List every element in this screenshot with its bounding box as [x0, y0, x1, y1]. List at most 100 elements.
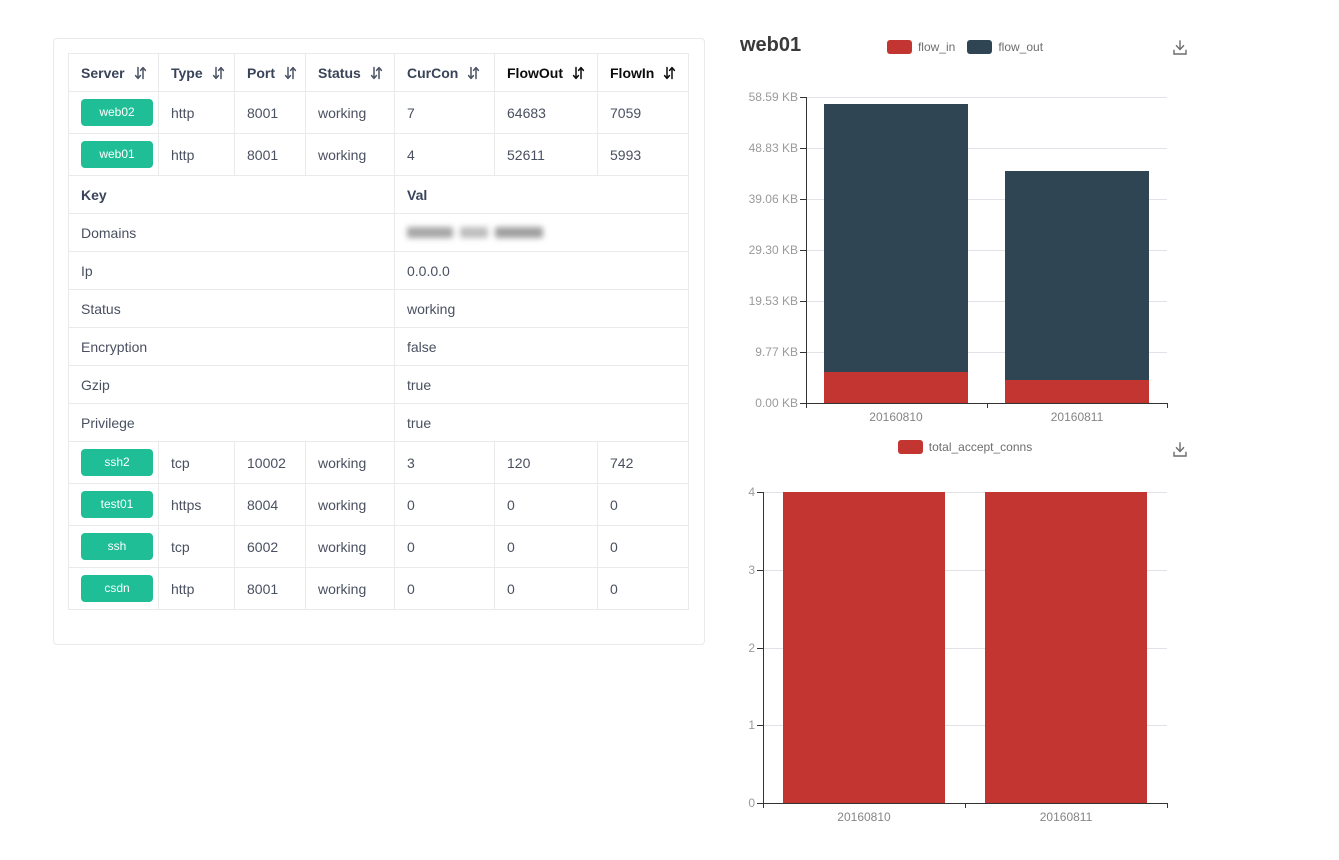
- cell-flowin: 742: [597, 441, 689, 484]
- download-icon: [1173, 442, 1187, 457]
- chart-legend: total_accept_conns: [720, 440, 1210, 454]
- server-badge[interactable]: csdn: [81, 575, 153, 602]
- cell-flowin: 0: [597, 483, 689, 526]
- y-axis-label: 4: [748, 485, 755, 499]
- bar-flow_out-20160810[interactable]: [824, 104, 968, 372]
- cell-flowout: 0: [494, 483, 598, 526]
- kv-row-status: Status working: [68, 289, 689, 328]
- y-axis-tick: [800, 352, 806, 353]
- server-detail-card: Server Type Port Status CurCon FlowOut F…: [53, 38, 705, 645]
- y-axis-label: 1: [748, 718, 755, 732]
- cell-status: working: [305, 567, 395, 610]
- cell-status: working: [305, 91, 395, 134]
- column-header-status[interactable]: Status: [305, 53, 395, 92]
- kv-val: working: [394, 289, 689, 328]
- y-axis-tick: [800, 97, 806, 98]
- cell-type: https: [158, 483, 235, 526]
- cell-curcon: 7: [394, 91, 495, 134]
- legend-label: total_accept_conns: [928, 440, 1033, 454]
- server-badge[interactable]: test01: [81, 491, 153, 518]
- column-header-curcon[interactable]: CurCon: [394, 53, 495, 92]
- domains-value-blurred: [407, 226, 543, 238]
- server-table: Server Type Port Status CurCon FlowOut F…: [68, 53, 689, 610]
- bar-flow_out-20160811[interactable]: [1005, 171, 1149, 380]
- cell-curcon: 4: [394, 133, 495, 176]
- x-axis-label: 20160810: [869, 410, 923, 424]
- y-axis-label: 48.83 KB: [748, 141, 798, 155]
- cell-type: http: [158, 91, 235, 134]
- x-axis-label: 20160810: [837, 810, 891, 824]
- cell-curcon: 0: [394, 483, 495, 526]
- y-axis-label: 29.30 KB: [748, 243, 798, 257]
- kv-header-key: Key: [68, 175, 395, 214]
- y-axis-label: 19.53 KB: [748, 294, 798, 308]
- column-header-type[interactable]: Type: [158, 53, 235, 92]
- y-axis-tick: [757, 725, 763, 726]
- kv-key: Status: [68, 289, 395, 328]
- cell-port: 8001: [234, 91, 306, 134]
- kv-val: 0.0.0.0: [394, 251, 689, 290]
- kv-header-val: Val: [394, 175, 689, 214]
- legend-item-flow-out[interactable]: flow_out: [967, 40, 1043, 54]
- kv-key: Privilege: [68, 403, 395, 442]
- sort-icon[interactable]: [134, 66, 147, 80]
- cell-flowout: 52611: [494, 133, 598, 176]
- cell-flowin: 7059: [597, 91, 689, 134]
- cell-status: working: [305, 441, 395, 484]
- sort-icon[interactable]: [467, 66, 480, 80]
- bar-flow_in-20160811[interactable]: [1005, 380, 1149, 403]
- y-axis-label: 2: [748, 641, 755, 655]
- flow-chart-plot: 58.59 KB 48.83 KB 39.06 KB 29.30 KB 19.53 KB…: [749, 90, 1168, 424]
- x-axis-tick: [1167, 803, 1168, 808]
- kv-row-domains: Domains: [68, 213, 689, 252]
- kv-row-privilege: Privilege true: [68, 403, 689, 442]
- column-header-server[interactable]: Server: [68, 53, 159, 92]
- kv-key: Ip: [68, 251, 395, 290]
- table-row-web02: web02 http 8001 working 7 64683 7059: [68, 91, 689, 134]
- y-axis-tick: [757, 492, 763, 493]
- server-badge[interactable]: web02: [81, 99, 153, 126]
- save-as-image-button[interactable]: [1170, 38, 1190, 63]
- cell-status: working: [305, 483, 395, 526]
- cell-port: 8001: [234, 567, 306, 610]
- server-badge[interactable]: ssh2: [81, 449, 153, 476]
- cell-port: 8004: [234, 483, 306, 526]
- cell-status: working: [305, 525, 395, 568]
- bar-total_accept_conns-20160810[interactable]: [783, 492, 945, 803]
- column-header-port[interactable]: Port: [234, 53, 306, 92]
- y-axis-label: 39.06 KB: [748, 192, 798, 206]
- table-row-ssh2: ssh2 tcp 10002 working 3 120 742: [68, 441, 689, 484]
- sort-icon[interactable]: [284, 66, 297, 80]
- bar-total_accept_conns-20160811[interactable]: [985, 492, 1147, 803]
- legend-item-flow-in[interactable]: flow_in: [886, 40, 955, 54]
- table-row-ssh: ssh tcp 6002 working 0 0 0: [68, 525, 689, 568]
- server-badge[interactable]: ssh: [81, 533, 153, 560]
- sort-icon[interactable]: [663, 66, 676, 80]
- column-label: FlowOut: [507, 64, 563, 81]
- table-row-csdn: csdn http 8001 working 0 0 0: [68, 567, 689, 610]
- y-gridline: [806, 301, 1167, 302]
- column-label: Status: [318, 64, 361, 81]
- sort-icon[interactable]: [572, 66, 585, 80]
- bar-flow_in-20160810[interactable]: [824, 372, 968, 403]
- table-row-test01: test01 https 8004 working 0 0 0: [68, 483, 689, 526]
- column-header-flowout[interactable]: FlowOut: [494, 53, 598, 92]
- sort-icon[interactable]: [370, 66, 383, 80]
- x-axis-tick: [987, 403, 988, 408]
- sort-icon[interactable]: [212, 66, 225, 80]
- column-label: FlowIn: [610, 64, 655, 81]
- legend-item-total-accept-conns[interactable]: total_accept_conns: [897, 440, 1033, 454]
- kv-row-encryption: Encryption false: [68, 327, 689, 366]
- y-axis-label: 3: [748, 563, 755, 577]
- x-axis-tick: [806, 403, 807, 408]
- server-badge[interactable]: web01: [81, 141, 153, 168]
- y-axis-line: [806, 97, 807, 403]
- flow-chart: web01 flow_in flow_out 58.59 KB 48.83 KB 3…: [720, 20, 1320, 440]
- column-header-flowin[interactable]: FlowIn: [597, 53, 689, 92]
- save-as-image-button[interactable]: [1170, 440, 1190, 465]
- legend-swatch-flow-in: [886, 40, 912, 54]
- cell-type: http: [158, 133, 235, 176]
- cell-curcon: 0: [394, 567, 495, 610]
- cell-status: working: [305, 133, 395, 176]
- y-gridline: [763, 725, 1167, 726]
